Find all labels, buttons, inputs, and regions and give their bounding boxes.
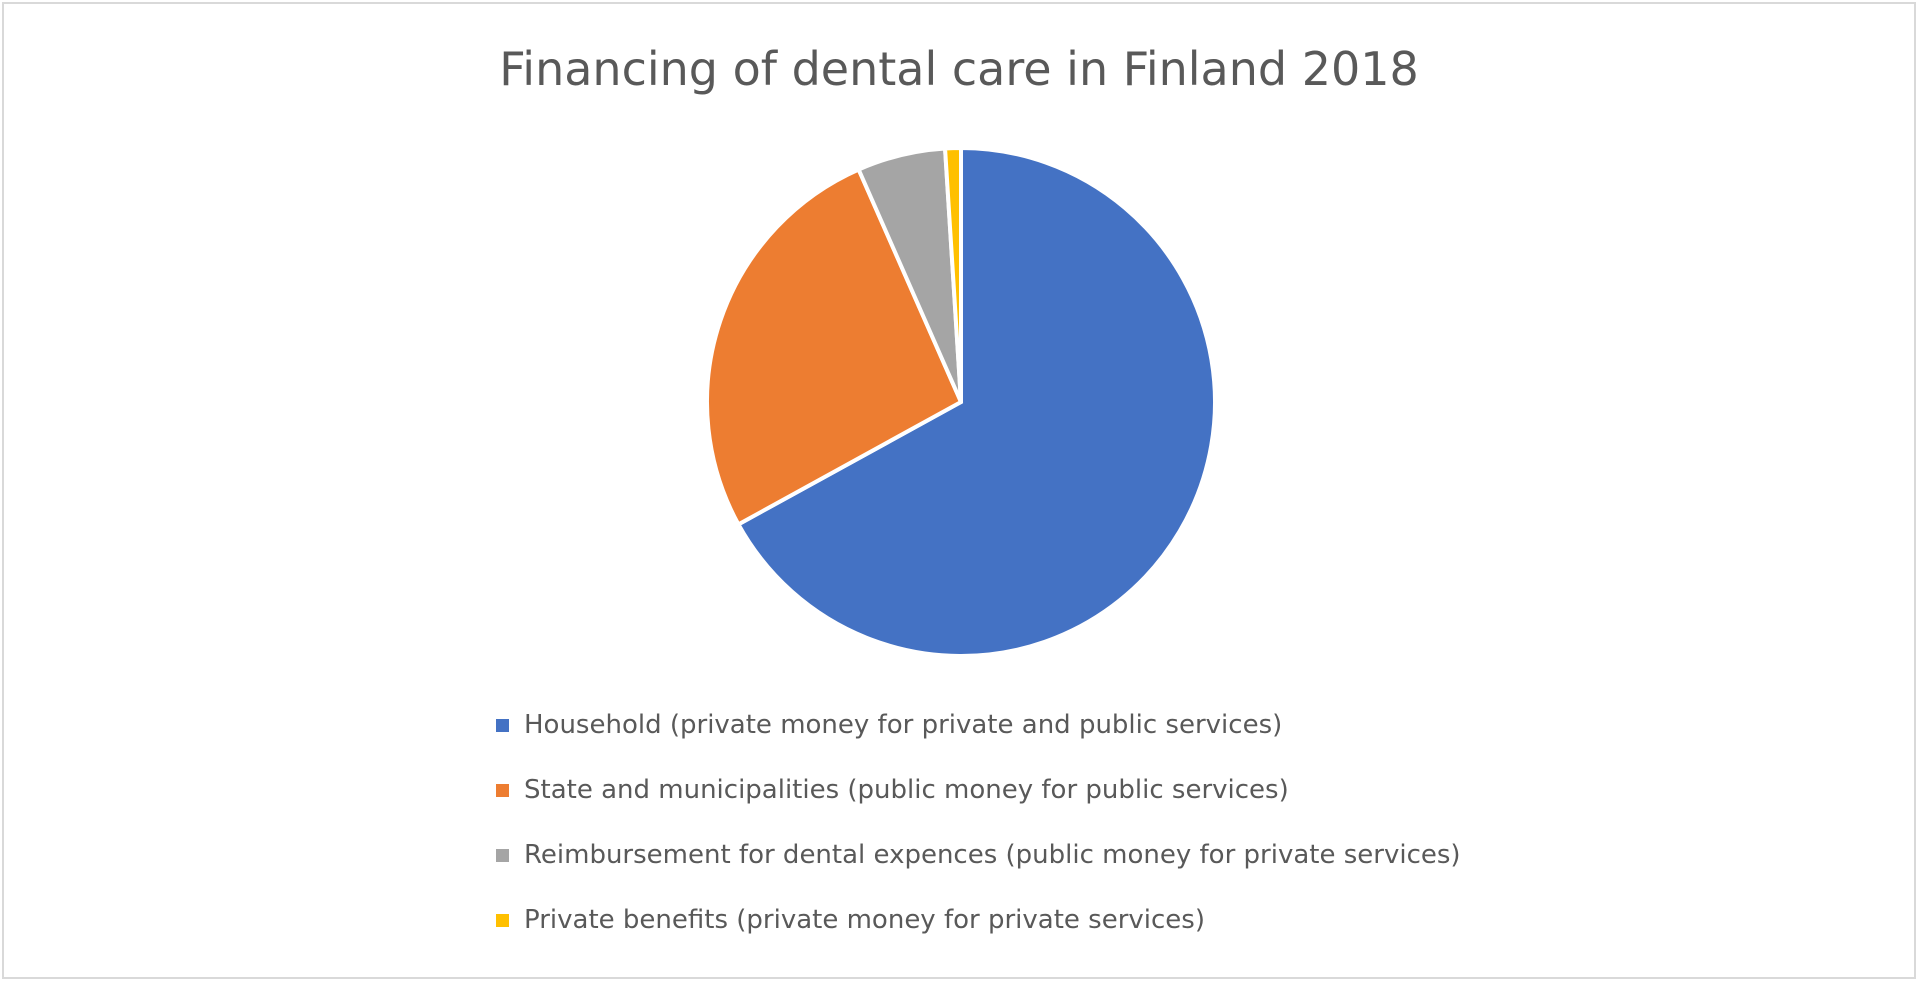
pie-slice-household	[736, 146, 1217, 658]
legend-item-state-municipalities: State and municipalities (public money f…	[496, 774, 1461, 806]
legend-swatch	[496, 783, 509, 797]
legend-label: Private benefits (private money for priv…	[524, 905, 1205, 935]
legend-item-private-benefits: Private benefits (private money for priv…	[496, 904, 1461, 936]
legend-item-reimbursement: Reimbursement for dental expences (publi…	[496, 839, 1461, 871]
legend-label: Reimbursement for dental expences (publi…	[524, 840, 1461, 870]
legend: Household (private money for private and…	[496, 709, 1461, 969]
pie-slice-private-benefits	[943, 146, 963, 404]
legend-swatch	[496, 913, 509, 927]
legend-label: State and municipalities (public money f…	[524, 775, 1289, 805]
legend-item-household: Household (private money for private and…	[496, 709, 1461, 741]
legend-swatch	[496, 718, 509, 732]
legend-swatch	[496, 848, 509, 862]
legend-label: Household (private money for private and…	[524, 710, 1283, 740]
chart-title: Financing of dental care in Finland 2018	[499, 42, 1419, 96]
